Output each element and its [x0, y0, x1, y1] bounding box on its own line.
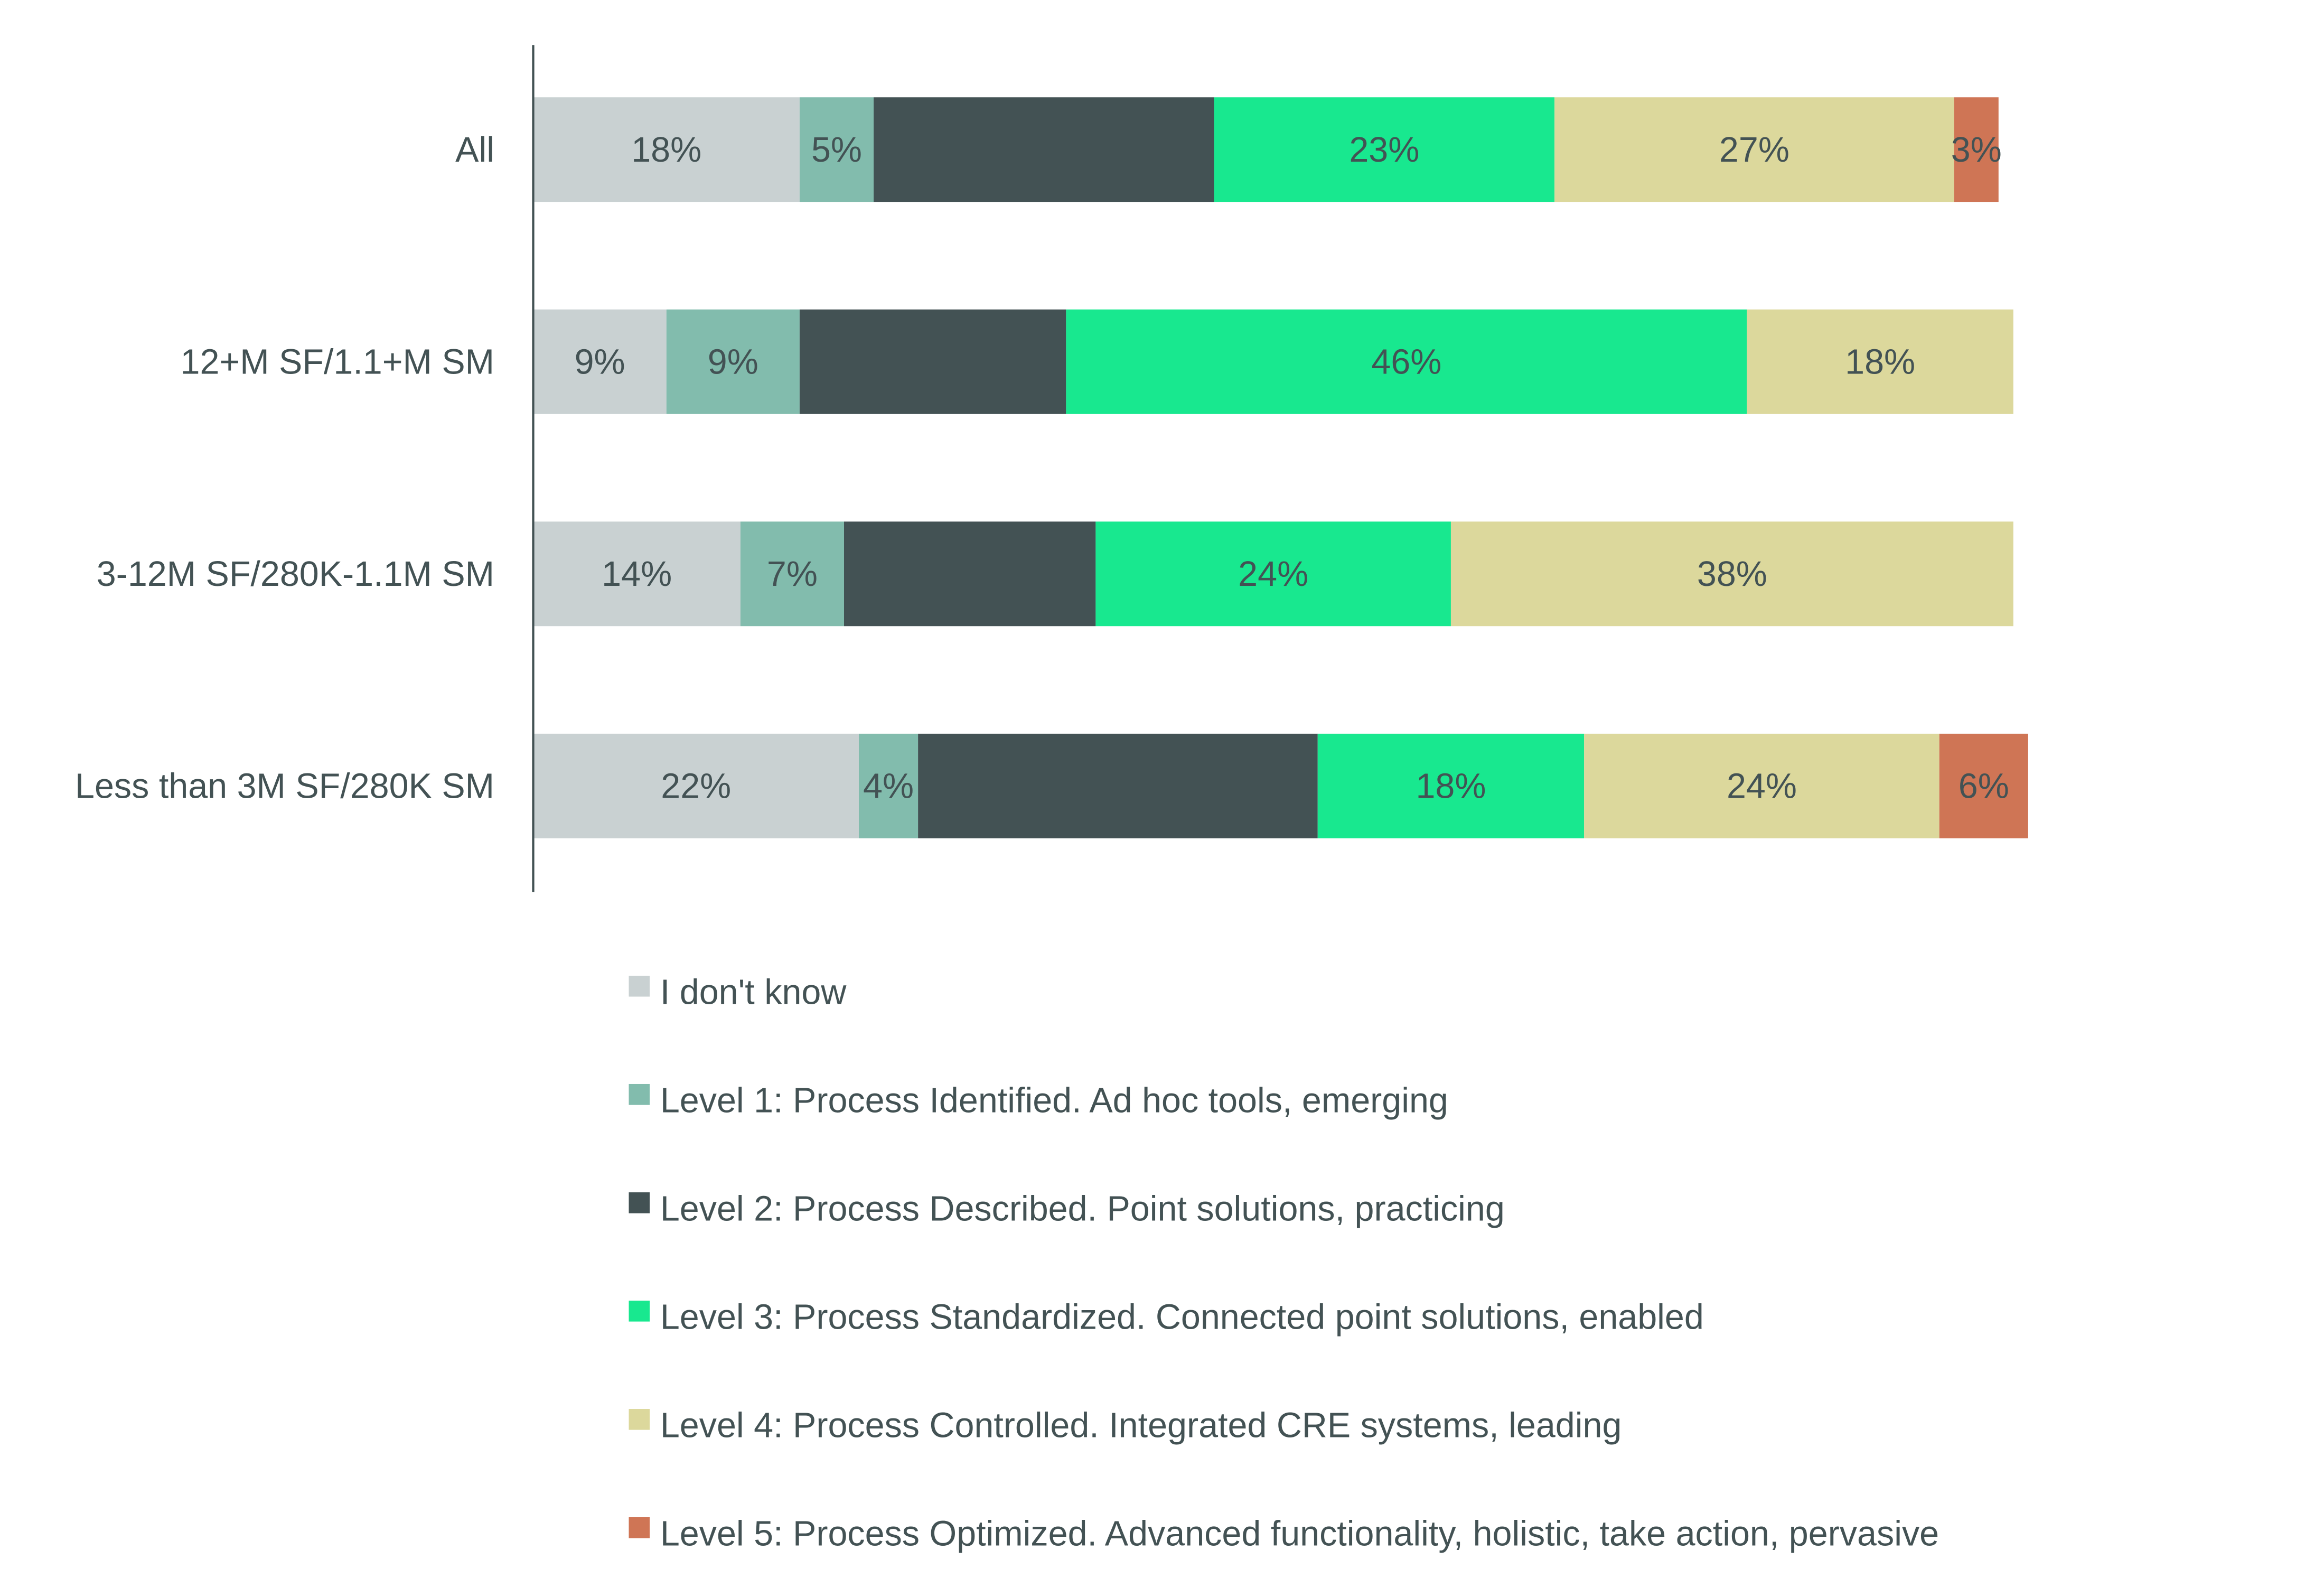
category-label: 12+M SF/1.1+M SM [181, 342, 494, 381]
data-label: 24% [1727, 767, 1797, 806]
bar-segment [666, 309, 800, 414]
data-label: 5% [811, 130, 862, 170]
category-label: Less than 3M SF/280K SM [75, 767, 494, 806]
legend-swatch [629, 1192, 650, 1213]
legend-swatch [629, 1409, 650, 1430]
bar-segment [740, 521, 844, 627]
bars: 18% 5% 23% 27% 3% 9% 9% 46% 18% 14% 7% 24% 38% 22% 4% 1… [533, 97, 2028, 838]
category-label: All [455, 130, 494, 170]
legend-label: I don't know [660, 973, 847, 1012]
legend-swatch [629, 1517, 650, 1538]
bar-segment [1584, 733, 1939, 838]
legend-swatch [629, 1300, 650, 1322]
data-label: 4% [863, 767, 914, 806]
legend-label: Level 1: Process Identified. Ad hoc tool… [660, 1081, 1448, 1120]
data-label: 27% [1719, 130, 1789, 170]
data-label: 22% [661, 767, 731, 806]
bar-segment [1214, 97, 1555, 202]
bar-segment [1747, 309, 2013, 414]
category-label: 3-12M SF/280K-1.1M SM [97, 555, 494, 594]
bar-segment [1095, 521, 1451, 627]
data-label: 18% [1845, 342, 1915, 381]
data-label: 7% [767, 555, 818, 594]
data-label: 9% [708, 342, 758, 381]
data-label: 18% [631, 130, 701, 170]
data-label: 23% [1349, 130, 1419, 170]
bar-segment [1939, 733, 2028, 838]
category-labels: All 12+M SF/1.1+M SM 3-12M SF/280K-1.1M SM… [75, 130, 494, 806]
bar-segment [1066, 309, 1747, 414]
bar-segment [918, 733, 1318, 838]
legend: I don't know Level 1: Process Identified.… [629, 973, 1939, 1554]
data-label: 24% [1238, 555, 1308, 594]
bar-segment [1450, 521, 2013, 627]
bar-segment [844, 521, 1096, 627]
bar-segment [799, 97, 874, 202]
bar-segment [1317, 733, 1585, 838]
bar-segment [859, 733, 919, 838]
legend-label: Level 4: Process Controlled. Integrated … [660, 1406, 1622, 1445]
bar-segment [533, 97, 800, 202]
data-label: 46% [1371, 342, 1441, 381]
data-label: 9% [575, 342, 625, 381]
bar-segment [1954, 97, 1999, 202]
bar-segment [533, 733, 859, 838]
bar-segment [799, 309, 1066, 414]
bar-segment [874, 97, 1214, 202]
legend-swatch [629, 975, 650, 997]
data-label: 38% [1697, 555, 1767, 594]
legend-label: Level 3: Process Standardized. Connected… [660, 1298, 1704, 1337]
data-label: 3% [1951, 130, 2002, 170]
data-label: 18% [1416, 767, 1486, 806]
bar-segment [1554, 97, 1954, 202]
legend-label: Level 2: Process Described. Point soluti… [660, 1190, 1505, 1229]
data-label: 6% [1958, 767, 2009, 806]
bar-segment [533, 521, 741, 627]
legend-swatch [629, 1084, 650, 1105]
legend-label: Level 5: Process Optimized. Advanced fun… [660, 1515, 1939, 1554]
data-label: 14% [602, 555, 672, 594]
bar-segment [533, 309, 667, 414]
